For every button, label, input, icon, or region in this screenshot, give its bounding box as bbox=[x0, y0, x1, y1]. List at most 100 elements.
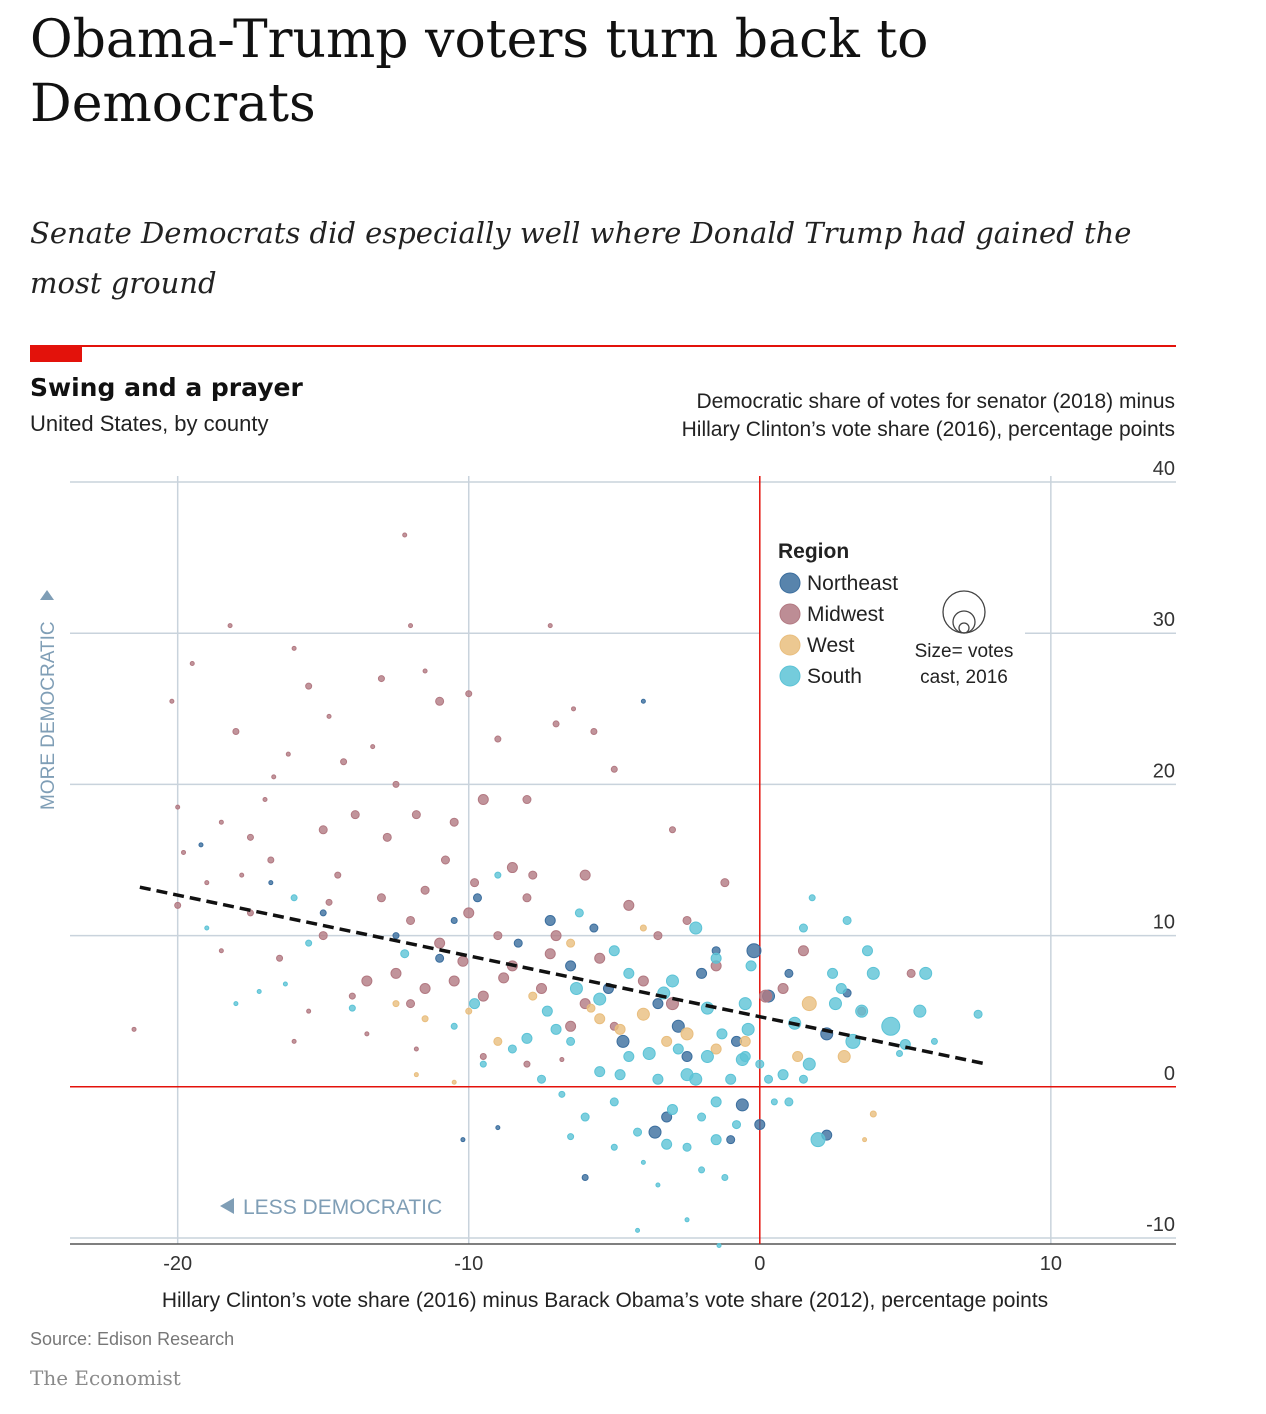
data-point bbox=[648, 1125, 662, 1139]
data-point bbox=[639, 924, 647, 932]
data-point bbox=[842, 915, 852, 925]
legend-swatch bbox=[779, 603, 801, 625]
data-point bbox=[552, 720, 560, 728]
data-point bbox=[802, 1057, 816, 1071]
data-point bbox=[973, 1009, 983, 1019]
data-point bbox=[537, 1074, 547, 1084]
data-point bbox=[913, 1004, 927, 1018]
data-point bbox=[218, 948, 224, 954]
size-legend-label: Size= votes bbox=[915, 641, 1014, 662]
data-point bbox=[652, 998, 664, 1010]
y-tick-label: -10 bbox=[1146, 1214, 1175, 1236]
data-point bbox=[637, 975, 649, 987]
data-point bbox=[305, 682, 313, 690]
data-point bbox=[460, 1137, 466, 1143]
left-arrow-icon bbox=[220, 1198, 234, 1214]
data-point bbox=[720, 878, 730, 888]
size-legend-circle-small bbox=[958, 622, 970, 634]
legend-entry-label: South bbox=[807, 665, 862, 688]
data-point bbox=[507, 1044, 517, 1054]
data-point bbox=[413, 1072, 419, 1078]
data-point bbox=[810, 1132, 826, 1148]
data-point bbox=[479, 1053, 487, 1061]
data-point bbox=[906, 968, 916, 978]
data-point bbox=[174, 901, 182, 909]
legend-swatch bbox=[779, 572, 801, 594]
data-point bbox=[559, 1057, 565, 1063]
data-point bbox=[541, 1005, 553, 1017]
data-point bbox=[325, 898, 333, 906]
data-point bbox=[614, 1023, 626, 1035]
data-point bbox=[239, 872, 245, 878]
data-point bbox=[451, 1079, 457, 1085]
data-point bbox=[636, 1007, 650, 1021]
y-axis-label-line-1: Democratic share of votes for senator (2… bbox=[696, 390, 1175, 413]
data-point bbox=[448, 975, 460, 987]
data-point bbox=[181, 849, 187, 855]
data-point bbox=[755, 1059, 765, 1069]
data-point bbox=[725, 1073, 737, 1085]
data-point bbox=[710, 1134, 722, 1146]
data-point bbox=[470, 878, 480, 888]
data-point bbox=[169, 698, 175, 704]
data-point bbox=[574, 908, 584, 918]
standfirst: Senate Democrats did especially well whe… bbox=[30, 216, 1132, 300]
data-point bbox=[738, 997, 752, 1011]
data-point bbox=[571, 706, 577, 712]
data-point bbox=[521, 1032, 533, 1044]
data-point bbox=[558, 1090, 566, 1098]
data-point bbox=[256, 989, 262, 995]
data-point bbox=[579, 869, 591, 881]
data-point bbox=[681, 1051, 693, 1063]
data-point bbox=[808, 894, 816, 902]
series-northeast bbox=[198, 698, 852, 1181]
data-point bbox=[246, 833, 254, 841]
data-point bbox=[282, 981, 288, 987]
series-south bbox=[204, 871, 983, 1249]
data-point bbox=[716, 1028, 728, 1040]
y-axis-label-line-2: Hillary Clinton’s vote share (2016), per… bbox=[682, 418, 1175, 441]
data-point bbox=[735, 1053, 749, 1067]
data-point bbox=[764, 1074, 774, 1084]
data-point bbox=[550, 930, 562, 942]
data-point bbox=[746, 943, 762, 959]
data-point bbox=[290, 894, 298, 902]
data-point bbox=[528, 870, 538, 880]
data-point bbox=[494, 735, 502, 743]
data-point bbox=[745, 960, 757, 972]
data-point bbox=[319, 909, 327, 917]
data-point bbox=[566, 1036, 576, 1046]
data-point bbox=[227, 623, 233, 629]
data-point bbox=[661, 1035, 673, 1047]
data-point bbox=[565, 960, 577, 972]
data-point bbox=[739, 1035, 751, 1047]
data-point bbox=[732, 1120, 742, 1130]
data-point bbox=[672, 1043, 684, 1055]
data-point bbox=[523, 1060, 531, 1068]
data-point bbox=[326, 713, 332, 719]
data-point bbox=[477, 794, 489, 806]
data-point bbox=[689, 921, 703, 935]
data-point bbox=[262, 797, 268, 803]
data-point bbox=[528, 991, 538, 1001]
data-point bbox=[642, 1047, 656, 1061]
data-point bbox=[593, 992, 607, 1006]
data-point bbox=[797, 945, 809, 957]
data-point bbox=[792, 1051, 804, 1063]
x-tick-label: -10 bbox=[454, 1253, 483, 1275]
data-point bbox=[633, 1127, 643, 1137]
data-point bbox=[610, 1143, 618, 1151]
legend-swatch bbox=[779, 665, 801, 687]
data-point bbox=[684, 1217, 690, 1223]
data-point bbox=[204, 880, 210, 886]
series-midwest bbox=[131, 532, 916, 1068]
data-point bbox=[665, 974, 679, 988]
series-west bbox=[392, 924, 877, 1143]
data-point bbox=[421, 1015, 429, 1023]
data-point bbox=[682, 915, 692, 925]
data-point bbox=[680, 1027, 694, 1041]
less-democratic-label: LESS DEMOCRATIC bbox=[243, 1196, 442, 1219]
legend-title: Region bbox=[778, 540, 849, 563]
data-point bbox=[721, 1173, 729, 1181]
data-point bbox=[348, 992, 356, 1000]
